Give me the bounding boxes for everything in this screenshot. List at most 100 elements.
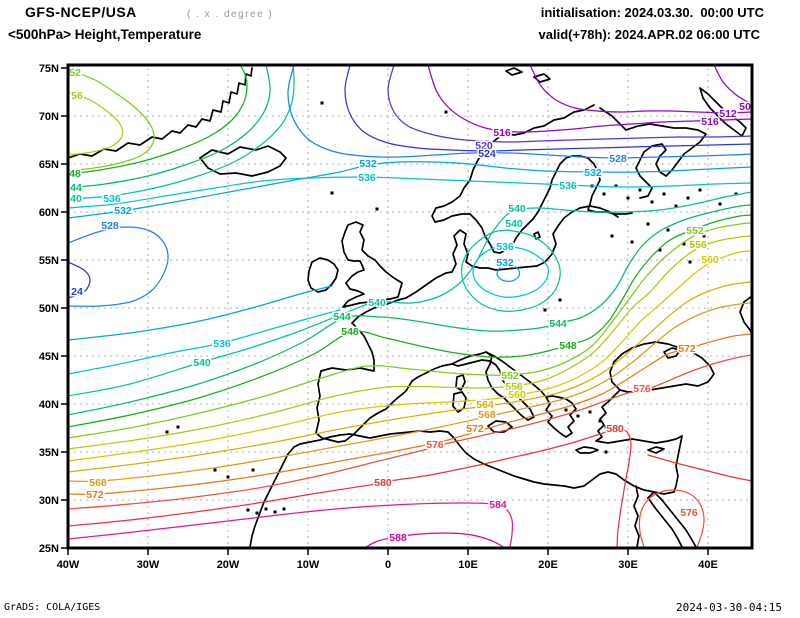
contour-label: 536 <box>213 338 231 350</box>
coastline <box>505 67 523 76</box>
contour-label: 544 <box>549 318 567 330</box>
contour-label: 540 <box>508 203 526 215</box>
contour-label: 576 <box>426 439 444 451</box>
contour-label: 572 <box>466 423 484 435</box>
contour-label: 572 <box>678 343 696 355</box>
contour-label: 536 <box>559 180 577 192</box>
contour-line-540 <box>68 191 752 397</box>
contour-line-532 <box>68 161 752 219</box>
lat-tick-label: 70N <box>39 111 59 123</box>
island-speck <box>650 200 654 204</box>
island-speck <box>602 192 606 196</box>
contour-label: 568 <box>478 409 496 421</box>
contour-label: 528 <box>101 220 119 232</box>
lat-tick-label: 50N <box>39 303 59 315</box>
coastline <box>315 297 453 443</box>
coastlines <box>68 67 752 548</box>
coastline <box>341 221 403 308</box>
model-name: GFS-NCEP/USA <box>25 4 137 20</box>
island-speck <box>702 234 706 238</box>
lat-tick-label: 55N <box>39 255 59 267</box>
island-speck <box>686 196 690 200</box>
contour-line-552 <box>68 69 155 172</box>
grid-lines <box>68 68 752 548</box>
coastline <box>452 391 467 413</box>
contour-label: 576 <box>633 383 651 395</box>
island-speck <box>543 308 547 312</box>
island-speck <box>682 242 686 246</box>
contour-line-540 <box>68 65 295 200</box>
contour-label: 532 <box>496 257 514 269</box>
coastline <box>599 107 707 199</box>
contour-line-528 <box>68 226 169 307</box>
lon-tick-label: 40W <box>57 559 80 571</box>
contour-line-532 <box>496 264 521 282</box>
page-title: <500hPa> Height,Temperature <box>8 27 202 42</box>
lat-tick-label: 60N <box>39 207 59 219</box>
island-speck <box>375 207 379 211</box>
contour-label: 548 <box>559 340 577 352</box>
contour-label: 532 <box>359 158 377 170</box>
contour-line-548 <box>68 214 752 428</box>
contour-label: 520 <box>475 140 493 152</box>
island-speck <box>264 507 268 511</box>
island-speck <box>558 298 562 302</box>
contour-line-524 <box>344 65 752 152</box>
island-speck <box>614 184 618 188</box>
initialisation-time: initialisation: 2024.03.30. 00:00 UTC <box>540 5 764 20</box>
lon-tick-label: 30E <box>618 559 638 571</box>
map-frame <box>66 63 754 550</box>
lon-tick-label: 0 <box>385 559 391 571</box>
island-speck <box>604 450 608 454</box>
contour-line-556 <box>68 235 752 450</box>
island-speck <box>255 511 259 515</box>
contour-line-520 <box>387 65 752 143</box>
contour-label: 532 <box>584 167 602 179</box>
contour-line-568 <box>68 302 752 483</box>
grads-credit: GrADS: COLA/IGES <box>4 602 101 613</box>
island-speck <box>251 468 255 472</box>
island-speck <box>598 419 602 423</box>
contour-label: 536 <box>496 241 514 253</box>
axes: 75N 70N 65N 60N 55N 50N 45N 40N 35N 30N 25N 40W 30W 2… <box>39 63 754 571</box>
island-speck <box>444 110 448 114</box>
contour-label: 552 <box>686 225 704 237</box>
valid-time: valid(+78h): 2024.APR.02 06:00 UTC <box>538 27 760 42</box>
lat-tick-label: 35N <box>39 447 59 459</box>
contour-line-552 <box>68 222 752 439</box>
contour-label: 48 <box>69 168 81 180</box>
lat-tick-label: 65N <box>39 159 59 171</box>
island-speck <box>734 192 738 196</box>
contour-line-508 <box>713 65 752 104</box>
contour-line-532 <box>68 285 333 341</box>
lat-tick-label: 30N <box>39 495 59 507</box>
island-speck <box>666 228 670 232</box>
contour-label: 540 <box>193 357 211 369</box>
island-speck <box>564 408 568 412</box>
contour-label: 556 <box>505 381 523 393</box>
coastline <box>199 145 287 177</box>
contour-line-516 <box>427 65 752 133</box>
coastline <box>595 389 683 444</box>
coastline <box>663 347 681 359</box>
contour-label: 552 <box>501 370 519 382</box>
contour-line-512 <box>529 65 752 114</box>
island-speck <box>330 191 334 195</box>
contour-line-576 <box>638 489 705 548</box>
contour-line-588 <box>365 532 504 548</box>
contour-label: 536 <box>103 193 121 205</box>
contour-line-560 <box>68 250 752 462</box>
island-speck <box>176 425 180 429</box>
contour-label: 540 <box>368 297 386 309</box>
contour-line-544 <box>68 204 752 416</box>
lat-tick-label: 40N <box>39 399 59 411</box>
island-speck <box>674 204 678 208</box>
contour-line-564 <box>68 281 752 473</box>
lon-tick-label: 20W <box>217 559 240 571</box>
contour-line-572 <box>68 333 752 495</box>
coastline <box>633 485 640 548</box>
contour-line-528 <box>287 65 752 159</box>
